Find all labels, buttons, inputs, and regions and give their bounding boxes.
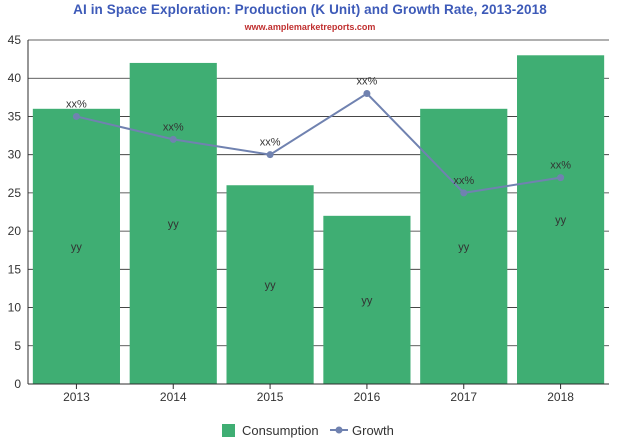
bar-2013	[32, 108, 120, 385]
x-tick-label-2017: 2017	[450, 390, 477, 404]
y-tick-label-35: 35	[8, 109, 22, 123]
legend-growth-label[interactable]: Growth	[352, 423, 394, 438]
growth-value-label-2014: xx%	[163, 121, 184, 133]
legend-growth-marker[interactable]	[335, 426, 343, 434]
growth-value-label-2017: xx%	[453, 175, 474, 187]
x-tick-label-2013: 2013	[63, 390, 90, 404]
line-layer	[72, 90, 565, 197]
y-tick-label-20: 20	[8, 224, 22, 238]
growth-point-2015	[266, 151, 274, 159]
x-tick-label-2015: 2015	[257, 390, 284, 404]
y-tick-label-25: 25	[8, 186, 22, 200]
y-tick-label-45: 45	[8, 33, 22, 47]
x-tick-label-2016: 2016	[354, 390, 381, 404]
growth-point-2016	[363, 90, 371, 98]
bar-2016	[323, 215, 411, 384]
growth-point-2014	[169, 135, 177, 143]
bar-value-label-2013: yy	[71, 241, 83, 253]
growth-value-label-2015: xx%	[260, 137, 281, 149]
chart-subtitle: www.amplemarketreports.com	[244, 22, 376, 32]
x-tick-label-2018: 2018	[547, 390, 574, 404]
y-tick-label-40: 40	[8, 71, 22, 85]
bar-2015	[226, 185, 314, 384]
legend: Consumption Growth	[222, 423, 394, 438]
bar-value-label-2014: yy	[168, 218, 180, 230]
growth-line	[76, 92, 561, 194]
y-tick-label-15: 15	[8, 262, 22, 276]
y-tick-label-30: 30	[8, 148, 22, 162]
label-layer: yy yy yy yy yy yy xx% xx% xx% xx% xx% xx%	[66, 76, 571, 307]
bar-2017	[420, 108, 508, 385]
bar-2018	[517, 55, 605, 385]
y-tick-label-0: 0	[14, 377, 21, 391]
bar-value-label-2015: yy	[265, 280, 277, 292]
y-tick-label-5: 5	[14, 339, 21, 353]
legend-consumption-label[interactable]: Consumption	[242, 423, 319, 438]
growth-point-2018	[557, 174, 565, 182]
growth-value-label-2018: xx%	[550, 160, 571, 172]
growth-point-2013	[72, 112, 80, 120]
x-tick-label-2014: 2014	[160, 390, 187, 404]
axis-layer: 0 5 10 15 20 25 30 35 40 45 2013 2014 2015 2016 2017 20…	[8, 33, 609, 404]
chart-title: AI in Space Exploration: Production (K U…	[73, 2, 547, 17]
y-tick-label-10: 10	[8, 301, 22, 315]
legend-consumption-swatch[interactable]	[222, 424, 235, 437]
growth-value-label-2016: xx%	[357, 76, 378, 88]
bar-2014	[129, 62, 217, 384]
bar-layer	[32, 55, 605, 385]
growth-value-label-2013: xx%	[66, 98, 87, 110]
bar-value-label-2018: yy	[555, 215, 567, 227]
bar-value-label-2016: yy	[361, 295, 373, 307]
growth-point-2017	[460, 189, 468, 197]
bar-value-label-2017: yy	[458, 241, 470, 253]
